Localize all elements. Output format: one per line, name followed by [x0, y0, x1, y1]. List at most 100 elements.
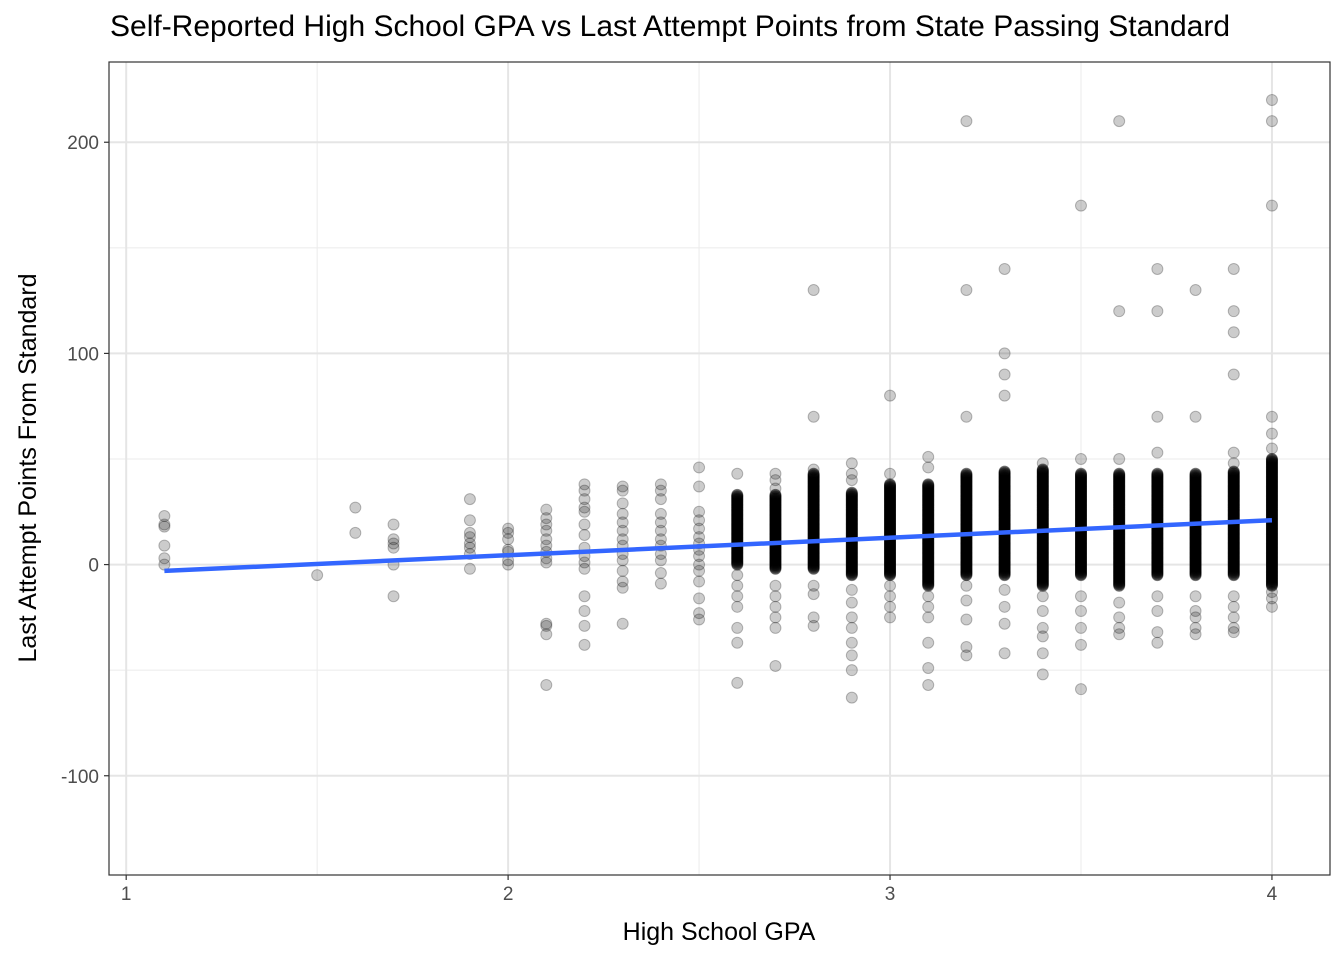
data-point [731, 514, 744, 527]
data-point [884, 481, 897, 494]
data-point [922, 481, 935, 494]
data-point [960, 470, 973, 483]
data-point [884, 564, 897, 577]
data-point [922, 510, 935, 523]
data-point [998, 553, 1011, 566]
data-point [922, 577, 935, 590]
data-point [922, 500, 935, 513]
data-point [731, 546, 744, 559]
data-point [922, 496, 935, 509]
data-point [960, 498, 973, 511]
data-point [463, 537, 476, 550]
data-point [884, 517, 897, 530]
data-point [1074, 562, 1087, 575]
data-point [769, 514, 782, 527]
data-point [731, 521, 744, 534]
data-point [731, 550, 744, 563]
data-point [769, 555, 782, 568]
data-point [960, 537, 973, 550]
data-point [807, 482, 820, 495]
data-point [1036, 470, 1049, 483]
data-point [1074, 544, 1087, 557]
data-point [998, 647, 1011, 660]
data-point [998, 483, 1011, 496]
data-point [731, 529, 744, 542]
data-point [807, 482, 820, 495]
data-point [845, 664, 858, 677]
data-point [845, 512, 858, 525]
data-point [884, 488, 897, 501]
data-point [1036, 542, 1049, 555]
data-point [731, 495, 744, 508]
data-point [998, 504, 1011, 517]
data-point [654, 567, 667, 580]
data-point [960, 563, 973, 576]
data-point [540, 503, 553, 516]
data-point [884, 484, 897, 497]
data-point [1036, 473, 1049, 486]
data-point [1074, 549, 1087, 562]
data-point [807, 472, 820, 485]
data-point [1074, 550, 1087, 563]
data-point [769, 511, 782, 524]
data-point [884, 551, 897, 564]
data-point [1036, 487, 1049, 500]
data-point [1036, 507, 1049, 520]
data-point [998, 504, 1011, 517]
data-point [769, 502, 782, 515]
data-point [922, 568, 935, 581]
data-point [731, 498, 744, 511]
data-point [807, 481, 820, 494]
data-point [884, 541, 897, 554]
data-point [922, 553, 935, 566]
data-point [654, 507, 667, 520]
data-point [807, 550, 820, 563]
data-point [1227, 611, 1240, 624]
data-point [807, 510, 820, 523]
data-point [845, 488, 858, 501]
data-point [1036, 469, 1049, 482]
data-point [845, 552, 858, 565]
data-point [845, 491, 858, 504]
data-point [731, 548, 744, 561]
data-point [960, 543, 973, 556]
data-point [769, 545, 782, 558]
data-point [845, 508, 858, 521]
data-point [998, 556, 1011, 569]
data-point [463, 531, 476, 544]
data-point [807, 517, 820, 530]
data-point [998, 469, 1011, 482]
data-point [960, 544, 973, 557]
data-point [998, 478, 1011, 491]
data-point [884, 519, 897, 532]
data-point [1036, 503, 1049, 516]
data-point [960, 479, 973, 492]
data-point [884, 569, 897, 582]
data-point [769, 482, 782, 495]
data-point [769, 495, 782, 508]
data-point [731, 555, 744, 568]
data-point [884, 500, 897, 513]
data-point [922, 483, 935, 496]
data-point [1036, 560, 1049, 573]
data-point [845, 513, 858, 526]
data-point [654, 554, 667, 567]
y-tick-label: 200 [67, 133, 99, 154]
data-point [884, 487, 897, 500]
data-point [998, 541, 1011, 554]
data-point [960, 542, 973, 555]
data-point [731, 551, 744, 564]
data-point [769, 498, 782, 511]
data-point [1036, 485, 1049, 498]
data-point [884, 546, 897, 559]
data-point [1036, 495, 1049, 508]
data-point [845, 507, 858, 520]
data-point [1036, 544, 1049, 557]
data-point [922, 540, 935, 553]
data-point [960, 554, 973, 567]
data-point [998, 466, 1011, 479]
data-point [845, 474, 858, 487]
data-point [769, 508, 782, 521]
data-point [1074, 556, 1087, 569]
data-point [845, 548, 858, 561]
